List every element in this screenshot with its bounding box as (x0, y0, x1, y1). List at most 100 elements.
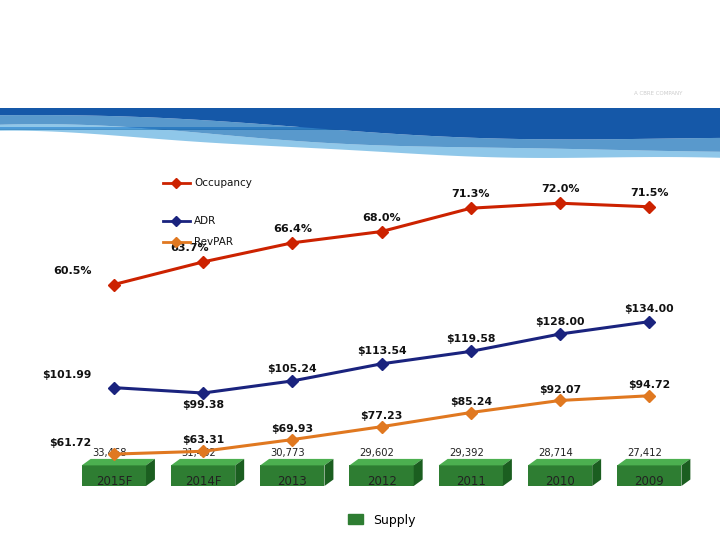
Bar (0, 127, 720, 129)
Polygon shape (681, 459, 690, 486)
Bar (0, 128, 720, 129)
Polygon shape (414, 459, 423, 486)
Polygon shape (593, 459, 601, 486)
Bar (0, 128, 720, 129)
Bar (0, 127, 720, 129)
Bar (0, 128, 720, 129)
Bar (0, 127, 720, 129)
Bar (0, 127, 720, 129)
Polygon shape (260, 465, 325, 486)
Polygon shape (82, 465, 146, 486)
Bar (0, 128, 720, 130)
Text: 29,392: 29,392 (449, 448, 484, 458)
Bar (0, 127, 720, 129)
Bar (0, 127, 720, 129)
Bar (0, 128, 720, 129)
Polygon shape (0, 115, 720, 152)
Bar (0, 127, 720, 129)
Bar (0, 128, 720, 129)
Bar (0, 128, 720, 129)
Bar (0, 127, 720, 129)
Legend: Supply: Supply (343, 509, 420, 531)
Bar (0, 127, 720, 129)
Polygon shape (0, 108, 720, 139)
Bar (0, 127, 720, 129)
Text: CONSULTING: CONSULTING (634, 58, 683, 68)
Bar (0, 127, 720, 129)
Text: 2014F: 2014F (185, 475, 221, 488)
Bar (0, 128, 720, 130)
Bar (0, 128, 720, 130)
Bar (0, 128, 720, 129)
Bar (0, 128, 720, 130)
Bar (0, 127, 720, 129)
Text: $113.54: $113.54 (357, 347, 406, 356)
Bar (0, 128, 720, 130)
Polygon shape (528, 465, 593, 486)
Text: 2012: 2012 (366, 475, 397, 488)
Bar (0, 128, 720, 129)
Bar (0, 128, 720, 129)
Text: $128.00: $128.00 (536, 316, 585, 327)
Bar (0, 127, 720, 129)
Text: 63.7%: 63.7% (171, 243, 209, 253)
Text: Occupancy: Occupancy (194, 178, 252, 187)
Bar (0, 127, 720, 129)
Text: A CBRE COMPANY: A CBRE COMPANY (634, 91, 682, 96)
Bar (0, 127, 720, 129)
Text: 33,468: 33,468 (92, 448, 127, 458)
Bar (0, 127, 720, 129)
Bar (0, 127, 720, 129)
Bar (0, 128, 720, 129)
Bar (0, 128, 720, 130)
Bar (0, 128, 720, 130)
Polygon shape (82, 459, 155, 465)
Bar (0, 128, 720, 129)
Polygon shape (617, 459, 690, 465)
Bar (0, 127, 720, 129)
Bar (0, 128, 720, 129)
Text: USA: USA (634, 75, 649, 84)
Bar (0, 128, 720, 130)
Bar (0, 129, 720, 130)
Bar (0, 127, 720, 129)
Text: $99.38: $99.38 (182, 400, 224, 410)
Bar (0, 128, 720, 129)
Bar (0, 128, 720, 129)
Bar (0, 129, 720, 130)
Text: 30,773: 30,773 (271, 448, 305, 458)
Bar (0, 129, 720, 130)
Bar (0, 127, 720, 129)
Polygon shape (528, 459, 601, 465)
Text: 2015F: 2015F (96, 475, 132, 488)
Text: $85.24: $85.24 (450, 397, 492, 407)
Bar (0, 127, 720, 129)
Bar (0, 128, 720, 130)
Text: 29,602: 29,602 (360, 448, 395, 458)
Polygon shape (171, 459, 244, 465)
Bar (0, 129, 720, 130)
Bar (0, 128, 720, 130)
Bar (0, 128, 720, 129)
Bar (0, 127, 720, 129)
Text: $101.99: $101.99 (42, 370, 91, 380)
Bar (0, 127, 720, 129)
Bar (0, 128, 720, 130)
Bar (0, 128, 720, 129)
Polygon shape (0, 124, 720, 158)
Bar (0, 128, 720, 130)
Bar (0, 127, 720, 129)
Bar (0, 127, 720, 129)
Bar (0, 127, 720, 129)
Bar (0, 127, 720, 129)
Bar (0, 127, 720, 129)
Polygon shape (617, 465, 681, 486)
Text: 31,462: 31,462 (181, 448, 216, 458)
Bar (0, 127, 720, 129)
Bar (0, 128, 720, 130)
Bar (0, 127, 720, 129)
Bar (0, 127, 720, 129)
Text: 2010: 2010 (545, 475, 575, 488)
Text: $69.93: $69.93 (271, 424, 313, 434)
Bar (0, 127, 720, 129)
